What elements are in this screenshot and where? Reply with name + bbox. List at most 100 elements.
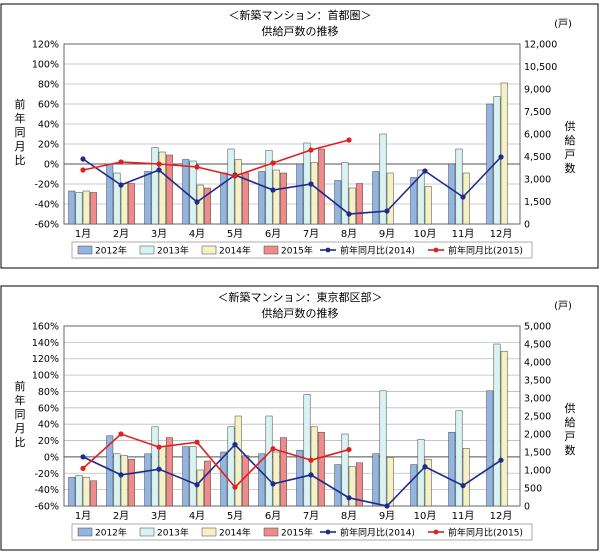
right-tick-label: 12,000 — [524, 40, 557, 51]
bar-1-12 — [486, 390, 494, 507]
category-label: 3月 — [151, 510, 167, 522]
category-label: 12月 — [490, 228, 513, 240]
category-label: 3月 — [151, 228, 167, 240]
left-tick-label: 160% — [32, 322, 59, 333]
line-2-point-6 — [270, 160, 276, 166]
bar-2-3 — [151, 426, 159, 507]
bar-1-6 — [258, 453, 266, 507]
bar-1-8 — [334, 180, 342, 225]
bar-1-3 — [144, 171, 152, 225]
right-tick-label: 7,500 — [524, 107, 551, 118]
bar-1-2 — [106, 163, 114, 225]
bar-4-6 — [279, 437, 287, 507]
legend-swatch — [201, 245, 217, 255]
legend-label: 2015年 — [281, 245, 313, 257]
left-tick-label: 0% — [44, 160, 59, 171]
bar-2-4 — [189, 446, 197, 507]
line-1-point-4 — [194, 482, 200, 488]
line-1-point-8 — [346, 211, 352, 217]
category-label: 9月 — [379, 228, 395, 240]
bar-1-8 — [334, 464, 342, 507]
bar-4-7 — [317, 431, 325, 507]
bar-4-6 — [279, 172, 287, 225]
bar-1-9 — [372, 171, 380, 225]
left-axis-label-char: 月 — [15, 140, 26, 153]
legend-label: 2013年 — [157, 245, 189, 257]
left-tick-label: -20% — [34, 469, 59, 480]
left-tick-label: 100% — [32, 60, 59, 71]
bar-3-9 — [386, 457, 394, 507]
line-2-point-3 — [156, 161, 162, 167]
bar-1-11 — [448, 431, 456, 507]
bar-1-9 — [372, 453, 380, 507]
left-axis-label-char: 月 — [15, 422, 26, 435]
line-1-point-6 — [270, 481, 276, 487]
category-label: 1月 — [75, 228, 91, 240]
bar-2-2 — [113, 453, 121, 507]
right-tick-label: 6,000 — [524, 130, 551, 141]
legend-swatch — [263, 245, 279, 255]
legend-box — [71, 523, 533, 541]
bar-4-3 — [165, 154, 173, 225]
chart-title: ＜新築マンション：首都圏＞ — [229, 8, 372, 22]
category-label: 6月 — [265, 510, 281, 522]
bar-4-1 — [89, 192, 97, 225]
left-tick-label: -20% — [34, 180, 59, 191]
bar-1-11 — [448, 163, 456, 225]
legend-marker — [325, 247, 331, 253]
line-2 — [82, 433, 350, 489]
category-label: 6月 — [265, 228, 281, 240]
bar-2-8 — [341, 162, 349, 225]
right-axis-label-char: 供 — [565, 119, 576, 133]
right-axis-label-char: 数 — [565, 444, 576, 457]
bar-3-8 — [348, 187, 356, 225]
bar-3-12 — [500, 350, 508, 507]
bar-2-9 — [379, 390, 387, 507]
right-tick-label: 3,000 — [524, 175, 551, 186]
category-label: 11月 — [452, 510, 475, 522]
bar-1-5 — [220, 451, 228, 507]
bar-3-7 — [310, 162, 318, 225]
chart-shuto: ＜新築マンション：首都圏＞ 供給戸数の推移 (戸) 前年同月比 供給戸数 -60% -40%… — [0, 0, 600, 270]
bar-3-4 — [196, 469, 204, 507]
bar-4-1 — [89, 480, 97, 507]
legend-label: 2014年 — [219, 527, 251, 539]
line-1-point-8 — [346, 495, 352, 501]
line-1-point-5 — [232, 442, 238, 448]
line-2-point-1 — [80, 167, 86, 173]
legend-label: 2012年 — [95, 245, 127, 257]
bar-4-7 — [317, 148, 325, 225]
right-axis-unit: (戸) — [554, 300, 572, 312]
legend-swatch — [139, 245, 155, 255]
right-tick-label: 9,000 — [524, 85, 551, 96]
bar-2-1 — [75, 475, 83, 507]
line-2-point-8 — [346, 446, 352, 453]
bar-3-9 — [386, 172, 394, 225]
bar-1-1 — [68, 190, 76, 225]
left-tick-label: 0% — [44, 452, 59, 463]
bar-3-1 — [82, 476, 90, 507]
line-1-point-10 — [422, 464, 428, 470]
bar-4-8 — [355, 462, 363, 507]
chart-tokyo-ku-svg: ＜新築マンション：東京都区部＞ 供給戸数の推移 (戸) 前年同月比 供給戸数 -60% -4… — [0, 285, 599, 551]
legend-swatch — [77, 245, 93, 255]
right-axis-unit: (戸) — [554, 18, 572, 30]
line-2-point-2 — [118, 431, 124, 437]
left-axis-label-char: 前 — [15, 97, 26, 111]
left-tick-label: 20% — [38, 140, 59, 151]
right-tick-label: 0 — [524, 220, 530, 231]
line-2-point-7 — [308, 457, 314, 463]
line-2-point-7 — [308, 147, 314, 153]
bar-4-8 — [355, 183, 363, 225]
line-2-point-6 — [270, 446, 276, 452]
line-1 — [82, 156, 502, 215]
right-tick-label: 4,500 — [524, 152, 551, 163]
right-tick-label: 3,000 — [524, 394, 551, 405]
plot-area — [63, 43, 521, 225]
left-axis-label-char: 比 — [15, 154, 26, 167]
line-1-point-11 — [460, 194, 466, 200]
bar-2-5 — [227, 148, 235, 225]
bar-1-6 — [258, 171, 266, 225]
legend-marker — [433, 529, 439, 535]
bar-1-3 — [144, 453, 152, 507]
